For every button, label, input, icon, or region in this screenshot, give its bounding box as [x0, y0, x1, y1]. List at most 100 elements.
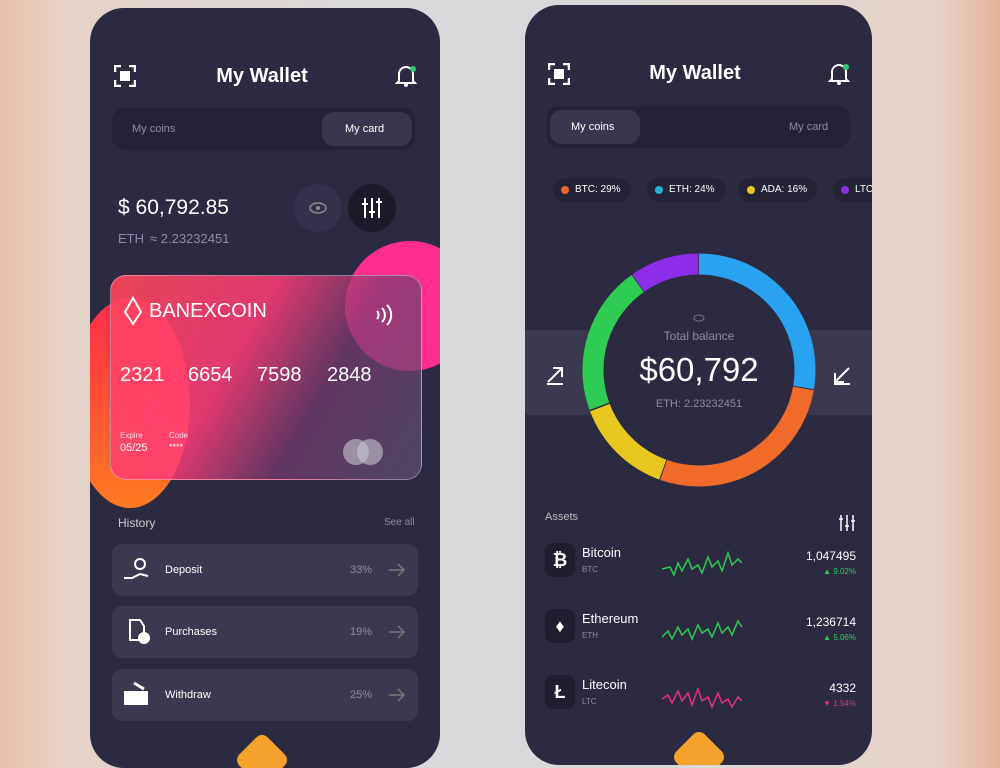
tab-bar: My coins My card: [547, 106, 850, 148]
decoration: ♦: [545, 609, 575, 643]
row-percent: 19%: [350, 626, 373, 638]
eye-button[interactable]: [294, 184, 342, 232]
balance: $ 60,792.85: [118, 196, 229, 219]
row-label: Purchases: [165, 626, 217, 638]
asset-row[interactable]: Ł Litecoin LTC 4332 ▼ 1.54%: [525, 667, 872, 727]
decoration: [837, 81, 841, 85]
decoration: [548, 63, 570, 85]
decoration: [389, 625, 406, 639]
decoration: ADA: 16%: [739, 178, 817, 202]
asset-value: 1,047495: [805, 549, 856, 563]
asset-name: Litecoin: [582, 677, 627, 692]
donut: [582, 253, 816, 487]
total-amount: $60,792: [639, 351, 759, 388]
decoration: [389, 688, 406, 702]
history-row[interactable]: Purchases 19%: [112, 606, 418, 658]
decoration: [114, 65, 136, 87]
assets-title: Assets: [545, 511, 579, 523]
decoration: ₿: [545, 543, 575, 577]
decoration: [309, 202, 327, 214]
decoration: [124, 681, 148, 705]
bell-icon[interactable]: [395, 64, 417, 88]
decoration: [662, 619, 742, 641]
decoration: [662, 686, 742, 709]
decoration: [561, 186, 569, 194]
decoration: [662, 686, 742, 709]
decoration: [547, 367, 563, 385]
decoration: [843, 64, 849, 70]
decoration: BTC: 29%: [553, 178, 631, 202]
decoration: [376, 304, 393, 326]
bell-icon[interactable]: [828, 62, 850, 86]
card-number: 6654: [188, 364, 233, 386]
decoration: [138, 632, 150, 644]
decoration: [389, 563, 406, 577]
decoration: [582, 253, 816, 487]
tab[interactable]: My card: [345, 123, 385, 135]
tab[interactable]: My card: [789, 121, 829, 133]
asset-symbol: LTC: [582, 697, 597, 706]
history-row[interactable]: Deposit 33%: [112, 544, 418, 596]
decoration: [362, 198, 382, 218]
expire: 05/25: [120, 442, 148, 454]
decoration: [582, 253, 816, 487]
decoration: [554, 69, 564, 79]
decoration: [389, 563, 406, 577]
tab-bar: My coins My card: [112, 108, 415, 150]
decoration: [123, 296, 143, 326]
decoration: [316, 206, 320, 210]
send-icon[interactable]: [545, 365, 565, 385]
legend-item: BTC: 29%: [575, 184, 621, 195]
decoration: [662, 619, 742, 641]
decoration: [389, 625, 406, 639]
see-all[interactable]: See all: [384, 517, 415, 528]
row-label: Deposit: [165, 564, 203, 576]
decoration: [309, 202, 327, 214]
tab[interactable]: My coins: [571, 121, 615, 133]
history-row[interactable]: Withdraw 25%: [112, 669, 418, 721]
fab[interactable]: [233, 731, 291, 768]
decoration: [395, 66, 417, 84]
title: My Wallet: [216, 65, 308, 87]
settings-button[interactable]: [348, 184, 396, 232]
title: My Wallet: [649, 62, 741, 84]
decoration: LTC: [833, 178, 872, 202]
expire-label: Expire: [120, 431, 143, 440]
scan-icon[interactable]: [114, 65, 136, 87]
fab[interactable]: [670, 728, 728, 765]
decoration: [693, 314, 705, 322]
decoration: [841, 186, 849, 194]
scan-icon[interactable]: [548, 63, 570, 85]
decoration: [655, 186, 663, 194]
tab-active[interactable]: [550, 110, 640, 144]
decoration: [582, 253, 816, 487]
asset-change: ▼ 1.54%: [823, 699, 856, 708]
history-title: History: [118, 516, 156, 530]
decoration: [120, 71, 130, 81]
row-percent: 25%: [350, 689, 373, 701]
card-number: 2848: [327, 364, 372, 386]
decoration: [124, 691, 148, 705]
receive-icon[interactable]: [832, 365, 852, 385]
card[interactable]: BANEXCOIN 2321 6654 7598 2848 Expire 05/…: [110, 275, 422, 480]
legend-item: ETH: 24%: [669, 184, 715, 195]
decoration: Ł: [545, 675, 575, 709]
decoration: [376, 304, 393, 326]
asset-value: 4332: [829, 681, 856, 695]
asset-value: 1,236714: [805, 615, 856, 629]
asset-row[interactable]: ₿ Bitcoin BTC 1,047495 ▲ 9.02%: [525, 535, 872, 595]
filter-icon[interactable]: [837, 513, 857, 533]
decoration: [124, 558, 149, 579]
card-number: 7598: [257, 364, 302, 386]
legend: BTC: 29% ETH: 24% ADA: 16% LTC: [547, 175, 872, 205]
phone-left: My Wallet My coins My card $ 60,792.85 E…: [90, 8, 440, 768]
tab[interactable]: My coins: [132, 123, 176, 135]
tab-active[interactable]: [322, 112, 412, 146]
row-label: Withdraw: [165, 689, 211, 701]
asset-row[interactable]: ♦ Ethereum ETH 1,236714 ▲ 5.06%: [525, 601, 872, 661]
decoration: [839, 515, 855, 531]
code: ****: [169, 442, 184, 452]
card-number: 2321: [120, 364, 165, 386]
asset-symbol: ETH: [582, 631, 598, 640]
